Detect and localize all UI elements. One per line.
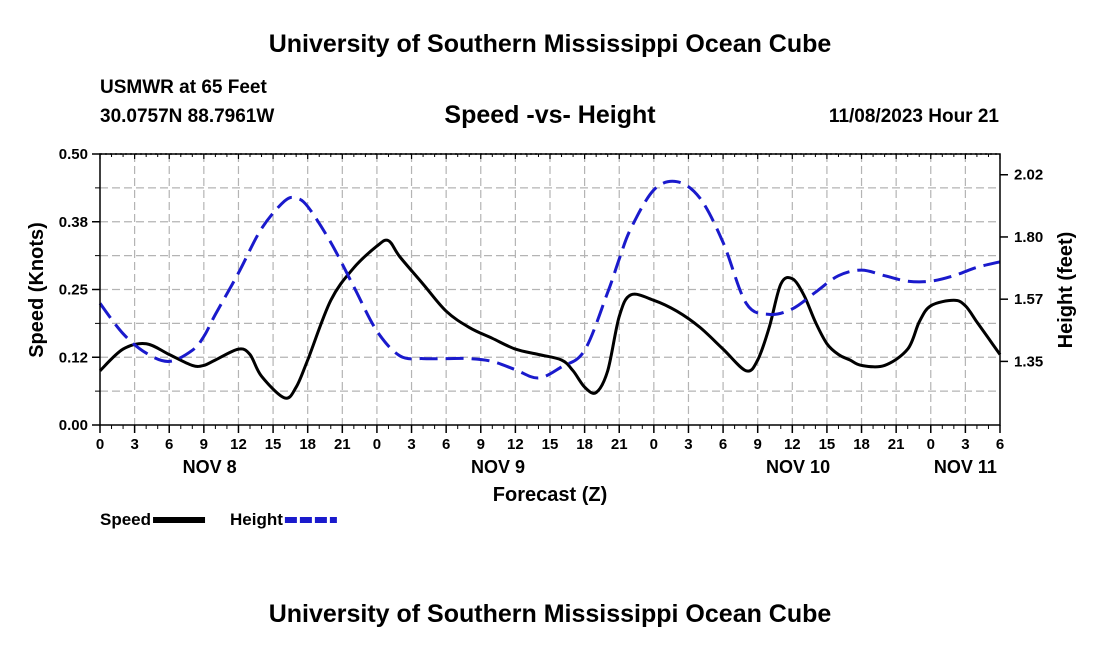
footer-title: University of Southern Mississippi Ocean… [268, 600, 832, 628]
x-tick-label: 0 [96, 436, 104, 453]
x-tick-label: 18 [853, 436, 870, 453]
x-tick-label: 6 [165, 436, 173, 453]
date-label: NOV 10 [766, 457, 830, 477]
x-tick-label: 12 [507, 436, 524, 453]
axes: 0 3 6 9 12 15 18 21 0 3 6 9 12 15 18 21 0 3 6 9 12 15 18 21 0 3 6N… [59, 146, 1043, 477]
series-layer [98, 179, 1002, 400]
x-tick-label: 3 [684, 436, 692, 453]
grid-lines [100, 154, 1000, 425]
legend: Speed Height [100, 510, 337, 529]
y-tick-label: 0.00 [59, 417, 88, 434]
chart-title: Speed -vs- Height [444, 101, 656, 129]
x-tick-label: 21 [888, 436, 905, 453]
station-label: USMWR at 65 Feet [100, 77, 267, 98]
y2-tick-label: 1.35 [1014, 353, 1043, 370]
x-tick-label: 15 [542, 436, 559, 453]
x-tick-label: 9 [200, 436, 208, 453]
x-tick-label: 21 [611, 436, 628, 453]
x-tick-label: 3 [130, 436, 138, 453]
y-tick-label: 0.25 [59, 282, 88, 299]
y2-tick-label: 1.80 [1014, 229, 1043, 246]
x-tick-label: 12 [230, 436, 247, 453]
x-tick-label: 6 [719, 436, 727, 453]
y2-axis-label: Height (feet) [1055, 232, 1077, 349]
x-tick-label: 0 [373, 436, 381, 453]
page-title: University of Southern Mississippi Ocean… [268, 30, 832, 58]
x-tick-label: 9 [754, 436, 762, 453]
coordinates-label: 30.0757N 88.7961W [100, 106, 275, 127]
x-tick-label: 0 [650, 436, 658, 453]
x-tick-label: 18 [576, 436, 593, 453]
y-axis-label: Speed (Knots) [26, 222, 48, 358]
series-line-speed [98, 238, 1002, 400]
date-label: NOV 8 [183, 457, 237, 477]
date-label: NOV 9 [471, 457, 525, 477]
series-line-height [98, 179, 1001, 380]
legend-label: Height [230, 510, 283, 529]
y-tick-label: 0.38 [59, 214, 88, 231]
x-tick-label: 9 [477, 436, 485, 453]
x-tick-label: 6 [442, 436, 450, 453]
date-label: NOV 11 [934, 457, 997, 477]
x-tick-label: 0 [927, 436, 935, 453]
x-tick-label: 3 [961, 436, 969, 453]
x-tick-label: 21 [334, 436, 351, 453]
y2-tick-label: 2.02 [1014, 167, 1043, 184]
x-tick-label: 15 [819, 436, 836, 453]
x-tick-label: 12 [784, 436, 801, 453]
x-tick-label: 18 [299, 436, 316, 453]
legend-label: Speed [100, 510, 151, 529]
x-tick-label: 3 [407, 436, 415, 453]
x-axis-label: Forecast (Z) [493, 484, 607, 506]
y2-tick-label: 1.57 [1014, 291, 1043, 308]
x-tick-label: 15 [265, 436, 282, 453]
x-tick-label: 6 [996, 436, 1004, 453]
y-tick-label: 0.12 [59, 349, 88, 366]
y-tick-label: 0.50 [59, 146, 88, 163]
datetime-label: 11/08/2023 Hour 21 [828, 106, 999, 127]
